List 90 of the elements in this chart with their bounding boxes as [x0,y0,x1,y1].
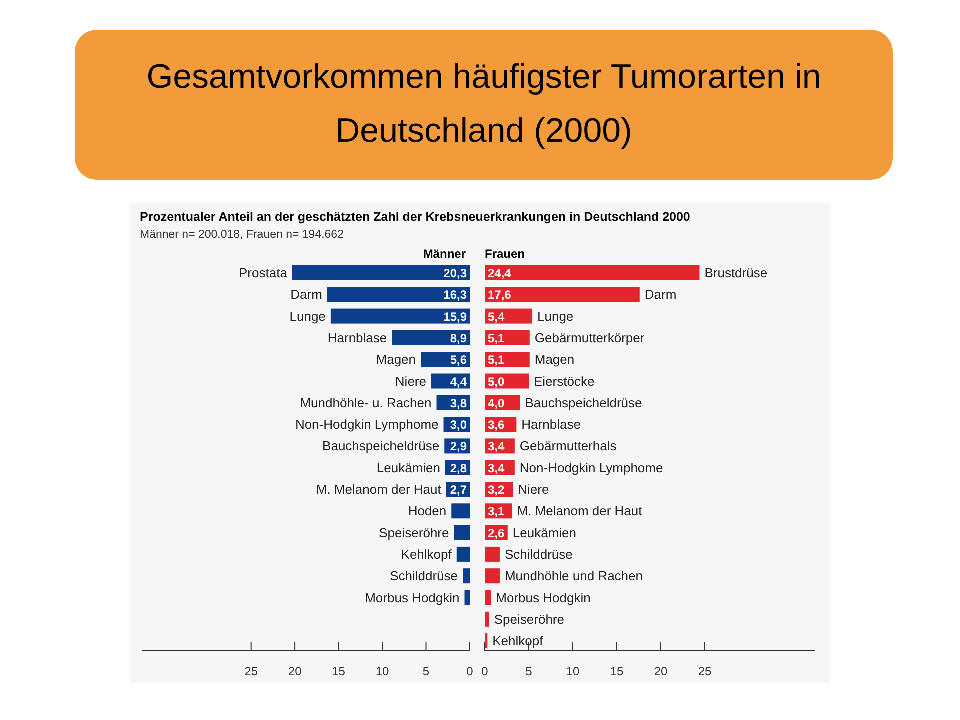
y-tick-label: Gebärmutterhals [520,438,618,454]
data-label: 5,0 [488,374,506,389]
data-label: 3,0 [450,418,468,432]
y-tick-label: Leukämien [512,525,576,540]
y-tick-label: Leukämien [376,460,441,476]
data-label: 15,9 [444,310,468,324]
data-label: 2,9 [450,440,468,454]
y-tick-label: Non-Hodgkin Lymphome [520,460,664,476]
bar [485,266,700,280]
data-label: 3,4 [488,461,506,476]
series-label: Frauen [485,247,526,261]
bar [327,287,470,302]
data-label: 17,6 [488,288,512,302]
data-label: 3,1 [488,504,506,519]
x-tick-label: 0 [482,664,489,679]
y-tick-label: Speiseröhre [379,525,450,540]
y-tick-label: Morbus Hodgkin [496,590,591,606]
y-tick-label: Darm [644,287,677,302]
bar [485,546,500,562]
y-tick-label: Harnblase [328,330,388,346]
y-tick-label: Bauchspeicheldrüse [322,438,440,454]
data-label: 2,6 [488,526,506,540]
y-tick-label: Schilddrüse [504,546,573,562]
x-tick-label: 10 [566,664,580,679]
bar [330,308,470,324]
y-tick-label: Morbus Hodgkin [365,590,460,606]
y-tick-label: Harnblase [522,417,581,432]
y-tick-label: M. Melanom der Haut [316,482,442,497]
bar [456,546,470,562]
x-tick-label: 25 [698,664,712,679]
y-tick-label: Schilddrüse [390,568,458,584]
bar [464,590,470,606]
text: Männer n= 200.018, Frauen n= 194.662 [140,229,344,241]
data-label: 5,1 [488,331,506,346]
y-tick-label: Magen [534,352,575,368]
y-tick-label: Kehlkopf [401,546,452,562]
data-label: 16,3 [444,288,468,302]
data-label: 5,6 [450,353,468,368]
y-tick-label: Brustdrüse [704,266,768,280]
bar [392,330,470,346]
y-tick-label: Non-Hodgkin Lymphome [295,417,439,432]
data-label: 24,4 [488,266,512,280]
y-tick-label: Bauchspeicheldrüse [525,395,642,410]
y-tick-label: Prostata [239,266,288,280]
y-tick-label: Kehlkopf [492,634,544,649]
y-tick-label: Niere [395,374,427,389]
bar [485,568,500,584]
y-tick-label: Darm [290,287,322,302]
data-label: 3,6 [488,418,506,432]
x-tick-label: 15 [332,664,346,679]
x-tick-label: 5 [422,664,430,679]
y-tick-label: Mundhöhle- u. Rachen [300,395,432,410]
bar [485,287,640,302]
chart-subtitle: Prozentualer Anteil an der geschätzten Zahl der Krebsneuerkrankungen in Deutschland 2000 [140,210,690,224]
x-tick-label: 20 [288,664,302,679]
data-label: 20,3 [444,266,468,280]
x-tick-label: 25 [244,664,258,679]
chart-title: Gesamtvorkommen häufigster Tumorarten in Deutschland (2000) [146,58,822,150]
data-label: 8,9 [450,331,468,346]
x-tick-label: 10 [376,664,390,679]
series-label: Männer [423,247,466,261]
y-tick-label: Gebärmutterkörper [534,330,646,346]
data-label: 2,7 [450,483,468,497]
x-tick-label: 0 [466,664,474,679]
data-label: 3,2 [488,483,506,497]
bar [452,504,470,519]
y-tick-label: Eierstöcke [534,374,595,389]
y-tick-label: Lunge [290,308,326,324]
bar [463,568,470,584]
data-label: 2,8 [450,461,468,476]
data-label: 3,4 [488,440,506,454]
y-tick-label: Speiseröhre [494,612,565,627]
data-label: 5,4 [488,310,506,324]
y-tick-label: Niere [518,482,550,497]
data-label: 5,1 [488,353,506,368]
bar [485,590,492,606]
y-tick-label: Magen [376,352,416,368]
data-label: 3,8 [450,396,468,410]
x-tick-label: 5 [526,664,533,679]
y-tick-label: M. Melanom der Haut [517,504,643,519]
y-tick-label: Lunge [538,308,574,324]
data-label: 4,0 [488,396,506,410]
bar [292,266,470,280]
y-tick-label: Hoden [408,504,447,519]
y-tick-label: Mundhöhle und Rachen [504,568,644,584]
x-tick-label: 20 [654,664,668,679]
data-label: 4,4 [450,374,468,389]
bar [485,612,490,627]
bar [454,525,470,540]
x-tick-label: 15 [610,664,624,679]
